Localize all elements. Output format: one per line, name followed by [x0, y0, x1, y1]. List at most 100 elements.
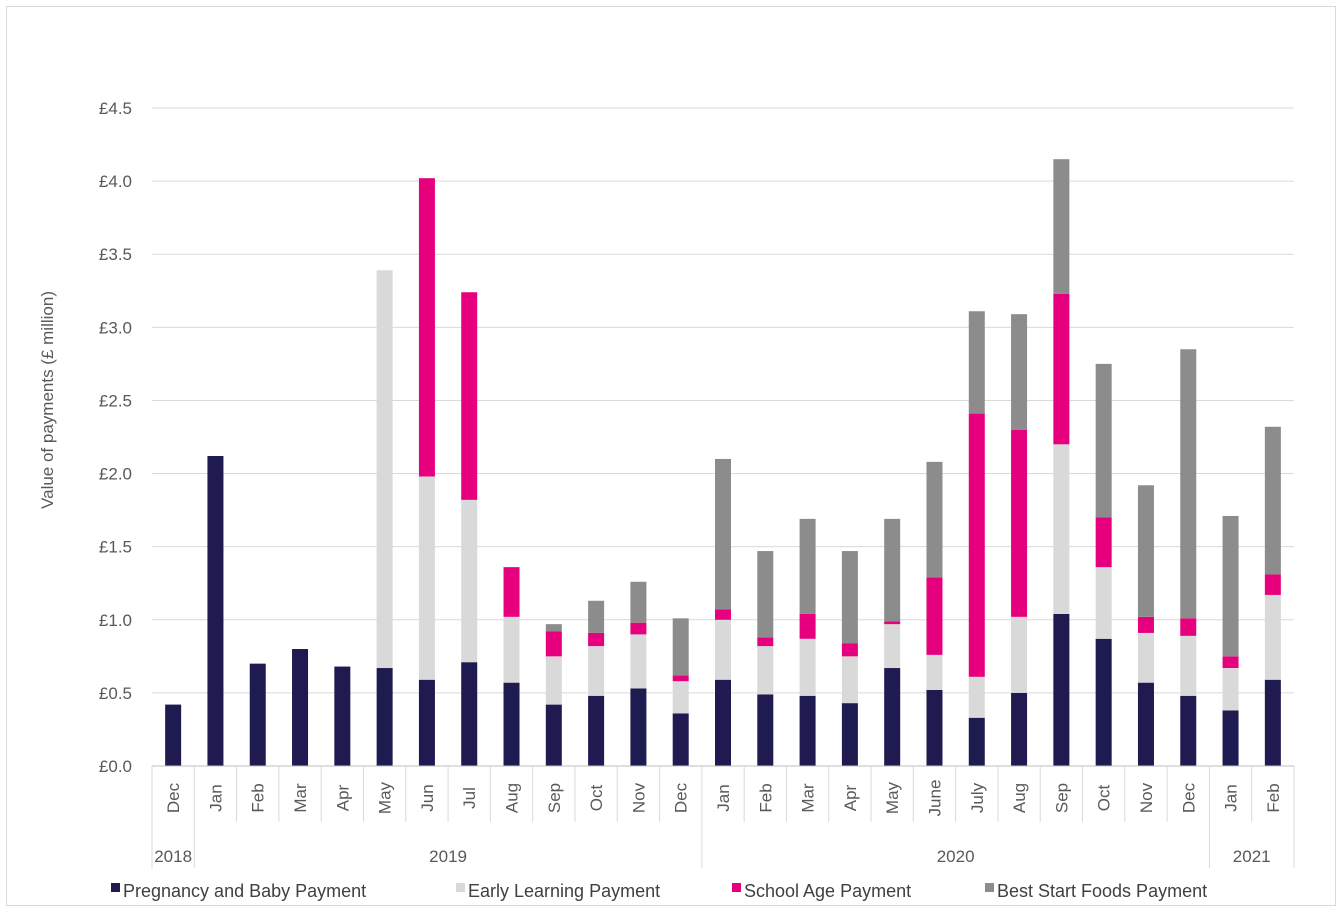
- bar-segment: [841, 551, 858, 644]
- bar-segment: [757, 694, 774, 766]
- bar-segment: [884, 621, 901, 625]
- x-tick-label: Mar: [799, 783, 818, 813]
- bar-segment: [588, 600, 605, 633]
- bar-segment: [672, 675, 689, 682]
- bar-segment: [292, 649, 309, 766]
- bar-segment: [757, 637, 774, 647]
- bar-segment: [799, 613, 816, 639]
- x-tick-label: Dec: [672, 782, 691, 813]
- bar-segment: [249, 663, 266, 766]
- bar-segment: [207, 456, 224, 766]
- bars: [165, 159, 1281, 766]
- bar-segment: [1095, 567, 1112, 639]
- bar-segment: [588, 695, 605, 766]
- legend-swatch: [732, 883, 741, 892]
- bar-segment: [503, 682, 520, 766]
- bar-segment: [1180, 695, 1197, 766]
- x-tick-label: Oct: [587, 785, 606, 812]
- bar-segment: [630, 688, 647, 766]
- x-tick-label: Jan: [714, 784, 733, 811]
- bar-segment: [715, 458, 731, 610]
- year-label: 2021: [1233, 847, 1271, 866]
- x-tick-label: Nov: [629, 782, 648, 813]
- bar-segment: [545, 624, 562, 632]
- bar-segment: [1264, 574, 1281, 595]
- x-tick-label: Sep: [1052, 783, 1071, 813]
- bar-segment: [884, 668, 901, 766]
- bar-segment: [630, 634, 647, 689]
- x-tick-label: Sep: [545, 783, 564, 813]
- bar-segment: [461, 292, 478, 500]
- bar-segment: [757, 646, 774, 695]
- y-tick-label: £2.5: [99, 391, 132, 410]
- legend-label: Best Start Foods Payment: [997, 881, 1207, 901]
- bar-segment: [672, 681, 689, 714]
- x-tick-label: July: [968, 782, 987, 813]
- bar-segment: [630, 581, 647, 623]
- bar-segment: [926, 577, 943, 655]
- x-tick-label: Feb: [249, 783, 268, 812]
- bar-segment: [334, 666, 351, 766]
- bar-segment: [968, 311, 985, 414]
- x-tick-label: Dec: [1179, 782, 1198, 813]
- bar-segment: [503, 616, 520, 683]
- x-tick-label: June: [925, 780, 944, 817]
- bar-segment: [1011, 616, 1028, 693]
- bar-segment: [1095, 638, 1112, 766]
- bar-segment: [461, 499, 478, 663]
- bar-segment: [715, 609, 731, 620]
- bar-segment: [418, 476, 435, 680]
- x-tick-label: Mar: [291, 783, 310, 813]
- x-tick-label: Oct: [1095, 785, 1114, 812]
- legend-label: Pregnancy and Baby Payment: [123, 881, 366, 901]
- bar-segment: [418, 679, 435, 766]
- x-tick-label: Nov: [1137, 782, 1156, 813]
- y-tick-label: £0.0: [99, 757, 132, 776]
- bar-segment: [1137, 485, 1154, 617]
- y-axis-title: Value of payments (£ million): [38, 291, 57, 509]
- x-tick-label: Aug: [503, 783, 522, 813]
- bar-segment: [165, 704, 182, 766]
- bar-segment: [968, 413, 985, 677]
- y-tick-label: £1.0: [99, 611, 132, 630]
- bar-segment: [376, 270, 393, 669]
- legend-swatch: [985, 883, 994, 892]
- y-tick-label: £3.5: [99, 245, 132, 264]
- bar-segment: [1264, 679, 1281, 766]
- bar-segment: [715, 679, 731, 766]
- chart-frame: [6, 6, 1336, 906]
- bar-segment: [1095, 517, 1112, 568]
- bar-segment: [1011, 692, 1028, 766]
- y-tick-label: £4.5: [99, 99, 132, 118]
- bar-segment: [1180, 618, 1197, 636]
- bar-segment: [926, 689, 943, 766]
- bar-segment: [757, 551, 774, 638]
- bar-segment: [926, 461, 943, 578]
- bar-segment: [1180, 635, 1197, 696]
- bar-segment: [841, 643, 858, 657]
- legend: Pregnancy and Baby Payment Early Learning…: [111, 881, 1207, 901]
- x-tick-label: Aug: [1010, 783, 1029, 813]
- y-tick-label: £3.0: [99, 318, 132, 337]
- bar-segment: [503, 567, 520, 617]
- y-tick-label: £1.5: [99, 538, 132, 557]
- y-tick-label: £0.5: [99, 684, 132, 703]
- bar-segment: [1137, 616, 1154, 633]
- bar-segment: [1053, 159, 1070, 294]
- bar-segment: [926, 654, 943, 690]
- bar-segment: [1053, 613, 1070, 766]
- year-label: 2020: [937, 847, 975, 866]
- bar-segment: [461, 662, 478, 766]
- bar-segment: [1053, 444, 1070, 614]
- year-label: 2019: [429, 847, 467, 866]
- bar-segment: [1053, 293, 1070, 445]
- bar-segment: [884, 624, 901, 669]
- bar-segment: [630, 622, 647, 635]
- legend-swatch: [111, 883, 120, 892]
- bar-segment: [1137, 682, 1154, 766]
- x-tick-label: Dec: [164, 782, 183, 813]
- bar-segment: [799, 638, 816, 696]
- bar-segment: [884, 518, 901, 622]
- bar-segment: [672, 713, 689, 766]
